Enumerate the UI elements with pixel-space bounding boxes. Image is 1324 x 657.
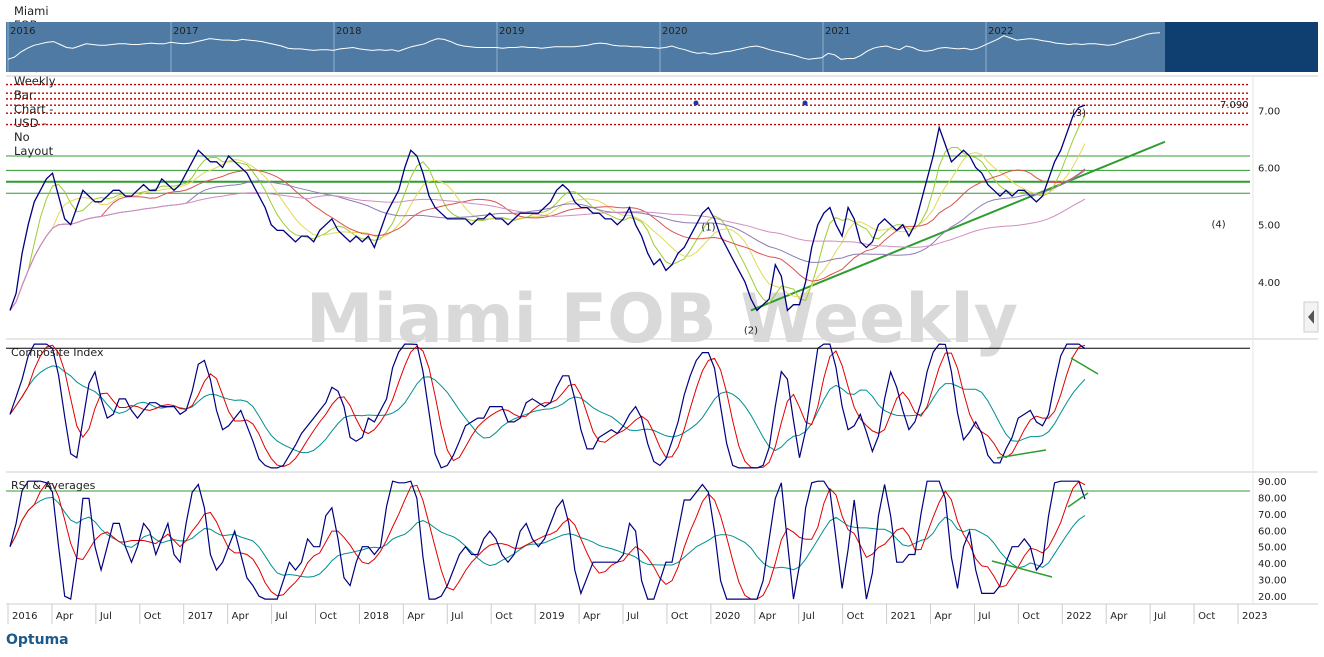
overview-price-line bbox=[7, 32, 1161, 60]
y-tick-label: 50.00 bbox=[1258, 543, 1287, 554]
x-tick-label: Jul bbox=[802, 611, 815, 622]
x-tick-label: 2022 bbox=[1066, 611, 1091, 622]
rsi-label: RSI & Averages bbox=[11, 479, 96, 492]
optuma-logo: Optuma bbox=[6, 632, 69, 648]
y-tick-label: 80.00 bbox=[1258, 494, 1287, 505]
x-tick-label: 2017 bbox=[188, 611, 213, 622]
composite-index-label: Composite Index bbox=[11, 346, 104, 359]
overview-year-label: 2021 bbox=[825, 26, 850, 37]
watermark: Miami FOB Weekly bbox=[306, 280, 1018, 359]
x-tick-label: Apr bbox=[583, 611, 601, 622]
event-marker bbox=[802, 100, 808, 106]
x-tick-label: Jul bbox=[275, 611, 288, 622]
divergence-line bbox=[996, 449, 1047, 459]
overview-year-label: 2018 bbox=[336, 26, 361, 37]
overview-year-label: 2016 bbox=[10, 26, 35, 37]
x-tick-label: Oct bbox=[1022, 611, 1039, 622]
y-tick-label: 6.00 bbox=[1258, 163, 1280, 174]
x-tick-label: Apr bbox=[407, 611, 425, 622]
rsi-average-fast bbox=[9, 480, 1086, 600]
x-tick-label: 2020 bbox=[715, 611, 740, 622]
rsi-average-slow bbox=[9, 496, 1086, 578]
x-tick-label: Oct bbox=[847, 611, 864, 622]
wave-label: (4) bbox=[1212, 220, 1226, 231]
x-tick-label: Jul bbox=[626, 611, 639, 622]
average-line bbox=[9, 365, 1086, 454]
x-tick-label: Apr bbox=[1110, 611, 1128, 622]
x-tick-label: Jul bbox=[977, 611, 990, 622]
overview-year-label: 2022 bbox=[988, 26, 1013, 37]
moving-average-line bbox=[9, 170, 1086, 311]
overview-year-label: 2019 bbox=[499, 26, 524, 37]
rsi-line bbox=[9, 480, 1086, 600]
x-tick-label: Apr bbox=[759, 611, 777, 622]
x-tick-label: Oct bbox=[1198, 611, 1215, 622]
divergence-line bbox=[1070, 357, 1099, 375]
y-tick-label: 4.00 bbox=[1258, 278, 1280, 289]
y-tick-label: 5.00 bbox=[1258, 221, 1280, 232]
x-tick-label: Oct bbox=[320, 611, 337, 622]
divergence-line bbox=[1067, 492, 1089, 508]
event-marker bbox=[693, 100, 699, 106]
divergence-line bbox=[991, 560, 1053, 578]
signal-line bbox=[9, 344, 1086, 469]
y-tick-label: 70.00 bbox=[1258, 510, 1287, 521]
x-tick-label: 2016 bbox=[12, 611, 37, 622]
overview-year-label: 2020 bbox=[662, 26, 687, 37]
moving-average-line bbox=[9, 168, 1086, 311]
y-tick-label: 30.00 bbox=[1258, 575, 1287, 586]
wave-label: (3) bbox=[1072, 108, 1086, 119]
y-tick-label: 90.00 bbox=[1258, 477, 1287, 488]
price-line bbox=[9, 104, 1086, 312]
y-tick-label: 40.00 bbox=[1258, 559, 1287, 570]
x-tick-label: Apr bbox=[232, 611, 250, 622]
rsi-panel[interactable]: 20.00 30.00 40.00 50.00 60.00 70.00 80.00 90.00 bbox=[6, 477, 1287, 603]
x-tick-label: Oct bbox=[671, 611, 688, 622]
x-tick-label: Apr bbox=[56, 611, 74, 622]
x-tick-label: Jul bbox=[1153, 611, 1166, 622]
x-tick-label: 2021 bbox=[891, 611, 916, 622]
x-tick-label: Oct bbox=[495, 611, 512, 622]
x-axis: 2016 Apr Jul Oct 2017 Apr Jul Oct 2018 Apr Jul Oct 2… bbox=[7, 604, 1267, 624]
x-tick-label: Oct bbox=[144, 611, 161, 622]
composite-index-panel[interactable] bbox=[6, 343, 1250, 469]
x-tick-label: 2023 bbox=[1242, 611, 1267, 622]
y-tick-label: 20.00 bbox=[1258, 592, 1287, 603]
optuma-logo-text: Optuma bbox=[6, 632, 69, 648]
y-tick-label: 7.00 bbox=[1258, 106, 1280, 117]
x-tick-label: Jul bbox=[450, 611, 463, 622]
price-panel[interactable]: 4.00 5.00 6.00 7.00 7.090 (1) (2) (3) (4) bbox=[6, 83, 1280, 337]
composite-index-line bbox=[9, 343, 1086, 469]
overview-navigator[interactable] bbox=[6, 22, 1165, 72]
last-value-label: 7.090 bbox=[1220, 100, 1249, 111]
y-tick-label: 60.00 bbox=[1258, 526, 1287, 537]
overview-future-area bbox=[1165, 22, 1318, 72]
x-tick-label: Apr bbox=[935, 611, 953, 622]
wave-label: (1) bbox=[701, 222, 715, 233]
x-tick-label: Jul bbox=[99, 611, 112, 622]
chevron-left-icon bbox=[1308, 310, 1314, 324]
wave-label: (2) bbox=[744, 325, 758, 336]
trend-line bbox=[750, 140, 1166, 312]
x-tick-label: 2019 bbox=[539, 611, 564, 622]
overview-year-label: 2017 bbox=[173, 26, 198, 37]
moving-average-line bbox=[9, 192, 1086, 311]
x-tick-label: 2018 bbox=[363, 611, 388, 622]
